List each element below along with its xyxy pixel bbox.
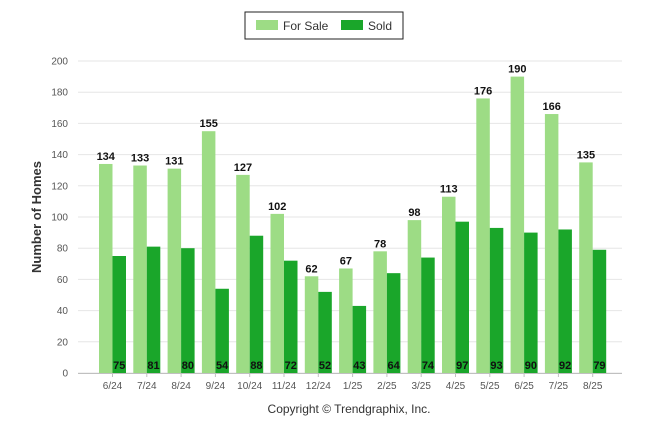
- y-tick-label: 100: [51, 213, 68, 224]
- legend-swatch-sold: [341, 20, 363, 30]
- bar-sold: [181, 248, 195, 373]
- x-tick-label: 1/25: [343, 381, 363, 392]
- x-tick-label: 8/25: [583, 381, 603, 392]
- data-label-sold: 80: [182, 360, 194, 372]
- data-label-sold: 54: [216, 360, 229, 372]
- bar-for-sale: [236, 174, 250, 373]
- data-label-sold: 74: [422, 360, 435, 372]
- data-label-sold: 81: [147, 360, 159, 372]
- bar-for-sale: [270, 213, 284, 373]
- y-tick-label: 180: [51, 88, 68, 99]
- data-label-sold: 79: [593, 360, 605, 372]
- x-axis: 6/24 7/24 8/24 9/24 10/24 11/24 12/24 1/25 2/25 3…: [78, 373, 622, 392]
- bar-sold: [352, 305, 367, 373]
- data-label-sold: 72: [285, 360, 297, 372]
- data-label-sold: 43: [353, 360, 365, 372]
- x-tick-label: 8/24: [171, 381, 191, 392]
- bar-for-sale: [339, 268, 353, 373]
- data-label-for-sale: 131: [165, 156, 183, 168]
- data-label-for-sale: 127: [234, 162, 252, 174]
- data-label-sold: 88: [250, 360, 262, 372]
- data-label-for-sale: 176: [474, 85, 492, 97]
- data-label-for-sale: 113: [440, 184, 458, 196]
- x-tick-label: 7/24: [137, 381, 157, 392]
- x-tick-label: 9/24: [206, 381, 226, 392]
- bar-for-sale: [133, 165, 147, 373]
- data-label-sold: 92: [559, 360, 571, 372]
- bar-for-sale: [544, 114, 559, 373]
- y-axis: 0 20 40 60 80 100 120 140 160 180 200: [51, 57, 68, 380]
- bar-for-sale: [476, 98, 490, 373]
- data-label-for-sale: 102: [268, 201, 286, 213]
- data-label-sold: 93: [490, 360, 502, 372]
- legend-label-sold: Sold: [368, 19, 392, 33]
- bar-sold: [284, 260, 298, 373]
- data-label-for-sale: 134: [97, 151, 116, 163]
- x-tick-label: 12/24: [306, 381, 331, 392]
- data-label-for-sale: 133: [131, 153, 149, 165]
- data-label-for-sale: 67: [340, 255, 352, 267]
- bar-for-sale: [167, 168, 182, 373]
- bar-sold: [558, 229, 572, 373]
- y-tick-label: 60: [57, 275, 69, 286]
- x-tick-label: 7/25: [549, 381, 569, 392]
- x-tick-label: 11/24: [272, 381, 297, 392]
- bar-sold: [249, 235, 264, 373]
- bars: [99, 76, 607, 373]
- y-tick-label: 40: [57, 306, 69, 317]
- data-label-for-sale: 78: [374, 238, 386, 250]
- bar-for-sale: [407, 220, 422, 373]
- data-label-for-sale: 135: [577, 149, 595, 161]
- y-tick-label: 120: [51, 181, 68, 192]
- bar-sold: [524, 232, 538, 373]
- bar-sold: [386, 273, 401, 373]
- data-label-for-sale: 190: [508, 64, 526, 76]
- bar-sold: [421, 257, 435, 373]
- bar-for-sale: [579, 162, 593, 373]
- y-tick-label: 80: [57, 244, 69, 255]
- bar-sold: [592, 249, 607, 373]
- data-label-sold: 75: [113, 360, 125, 372]
- data-label-for-sale: 62: [305, 263, 317, 275]
- bar-for-sale: [99, 163, 113, 373]
- data-labels: 134 75 133 81 131 80 155 54 127 88 102 72 62 52 67 43 78…: [97, 64, 606, 372]
- x-tick-label: 4/25: [446, 381, 466, 392]
- data-label-for-sale: 166: [542, 101, 560, 113]
- data-label-sold: 64: [388, 360, 401, 372]
- bar-sold: [112, 256, 126, 373]
- bar-sold: [489, 227, 504, 373]
- bar-for-sale: [373, 251, 387, 373]
- x-tick-label: 3/25: [411, 381, 431, 392]
- data-label-for-sale: 155: [199, 118, 217, 130]
- y-axis-title: Number of Homes: [29, 161, 44, 273]
- x-tick-label: 10/24: [237, 381, 262, 392]
- bar-sold: [215, 288, 229, 373]
- bar-for-sale: [201, 131, 216, 373]
- bar-for-sale: [510, 76, 525, 373]
- y-tick-label: 200: [51, 57, 68, 68]
- bar-sold: [455, 221, 469, 373]
- legend-label-for-sale: For Sale: [283, 19, 329, 33]
- y-tick-label: 160: [51, 119, 68, 130]
- x-tick-label: 6/25: [514, 381, 534, 392]
- data-label-sold: 90: [525, 360, 537, 372]
- y-tick-label: 0: [62, 369, 68, 380]
- x-tick-label: 6/24: [103, 381, 123, 392]
- bar-sold: [318, 291, 332, 373]
- data-label-sold: 97: [456, 360, 468, 372]
- x-tick-label: 2/25: [377, 381, 397, 392]
- data-label-for-sale: 98: [408, 207, 420, 219]
- copyright-text: Copyright © Trendgraphix, Inc.: [268, 402, 431, 416]
- data-label-sold: 52: [319, 360, 331, 372]
- legend-swatch-for-sale: [256, 20, 278, 30]
- legend: For Sale Sold: [244, 11, 404, 40]
- x-tick-label: 5/25: [480, 381, 500, 392]
- bar-for-sale: [304, 276, 319, 373]
- bar-for-sale: [442, 196, 456, 373]
- bar-sold: [146, 246, 161, 373]
- y-tick-label: 20: [57, 337, 69, 348]
- y-tick-label: 140: [51, 150, 68, 161]
